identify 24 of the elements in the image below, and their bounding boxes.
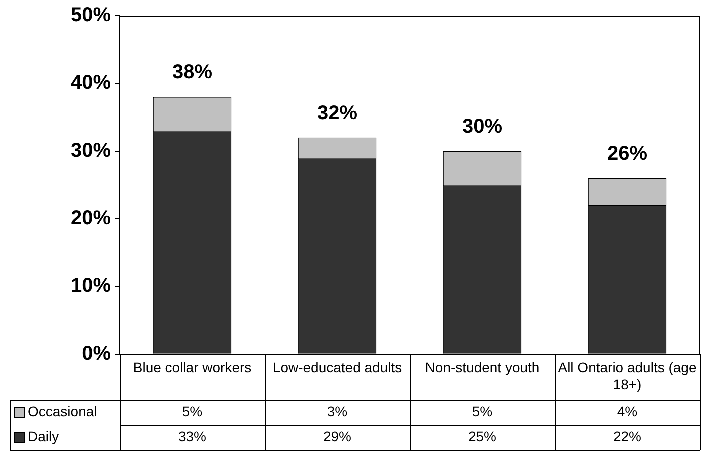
total-label: 38% bbox=[172, 62, 213, 84]
total-label: 30% bbox=[462, 116, 503, 138]
y-tick-label: 50% bbox=[70, 4, 112, 27]
y-tick-label: 40% bbox=[70, 72, 112, 94]
legend-label: Occasional bbox=[28, 403, 98, 420]
data-label: 5% bbox=[182, 403, 203, 420]
y-tick-label: 10% bbox=[70, 275, 112, 298]
x-tick-label: All Ontario adults (age 18+) bbox=[558, 360, 697, 392]
data-label: 5% bbox=[472, 403, 493, 420]
legend-label: Daily bbox=[28, 428, 60, 444]
data-label: 22% bbox=[613, 428, 642, 444]
y-tick-label: 20% bbox=[70, 208, 112, 230]
x-tick-label: Blue collar workers bbox=[133, 360, 252, 376]
x-tick-label: Low-educated adults bbox=[272, 360, 402, 376]
total-label: 32% bbox=[317, 102, 358, 124]
y-tick-label: 30% bbox=[70, 140, 112, 162]
data-label: 33% bbox=[178, 428, 207, 444]
data-label: 4% bbox=[617, 403, 638, 420]
total-label: 26% bbox=[607, 142, 648, 165]
y-tick-label: 0% bbox=[82, 342, 112, 365]
data-label: 29% bbox=[323, 428, 352, 444]
data-label: 25% bbox=[468, 428, 497, 444]
x-tick-label: Non-student youth bbox=[425, 360, 540, 376]
data-label: 3% bbox=[327, 403, 348, 420]
